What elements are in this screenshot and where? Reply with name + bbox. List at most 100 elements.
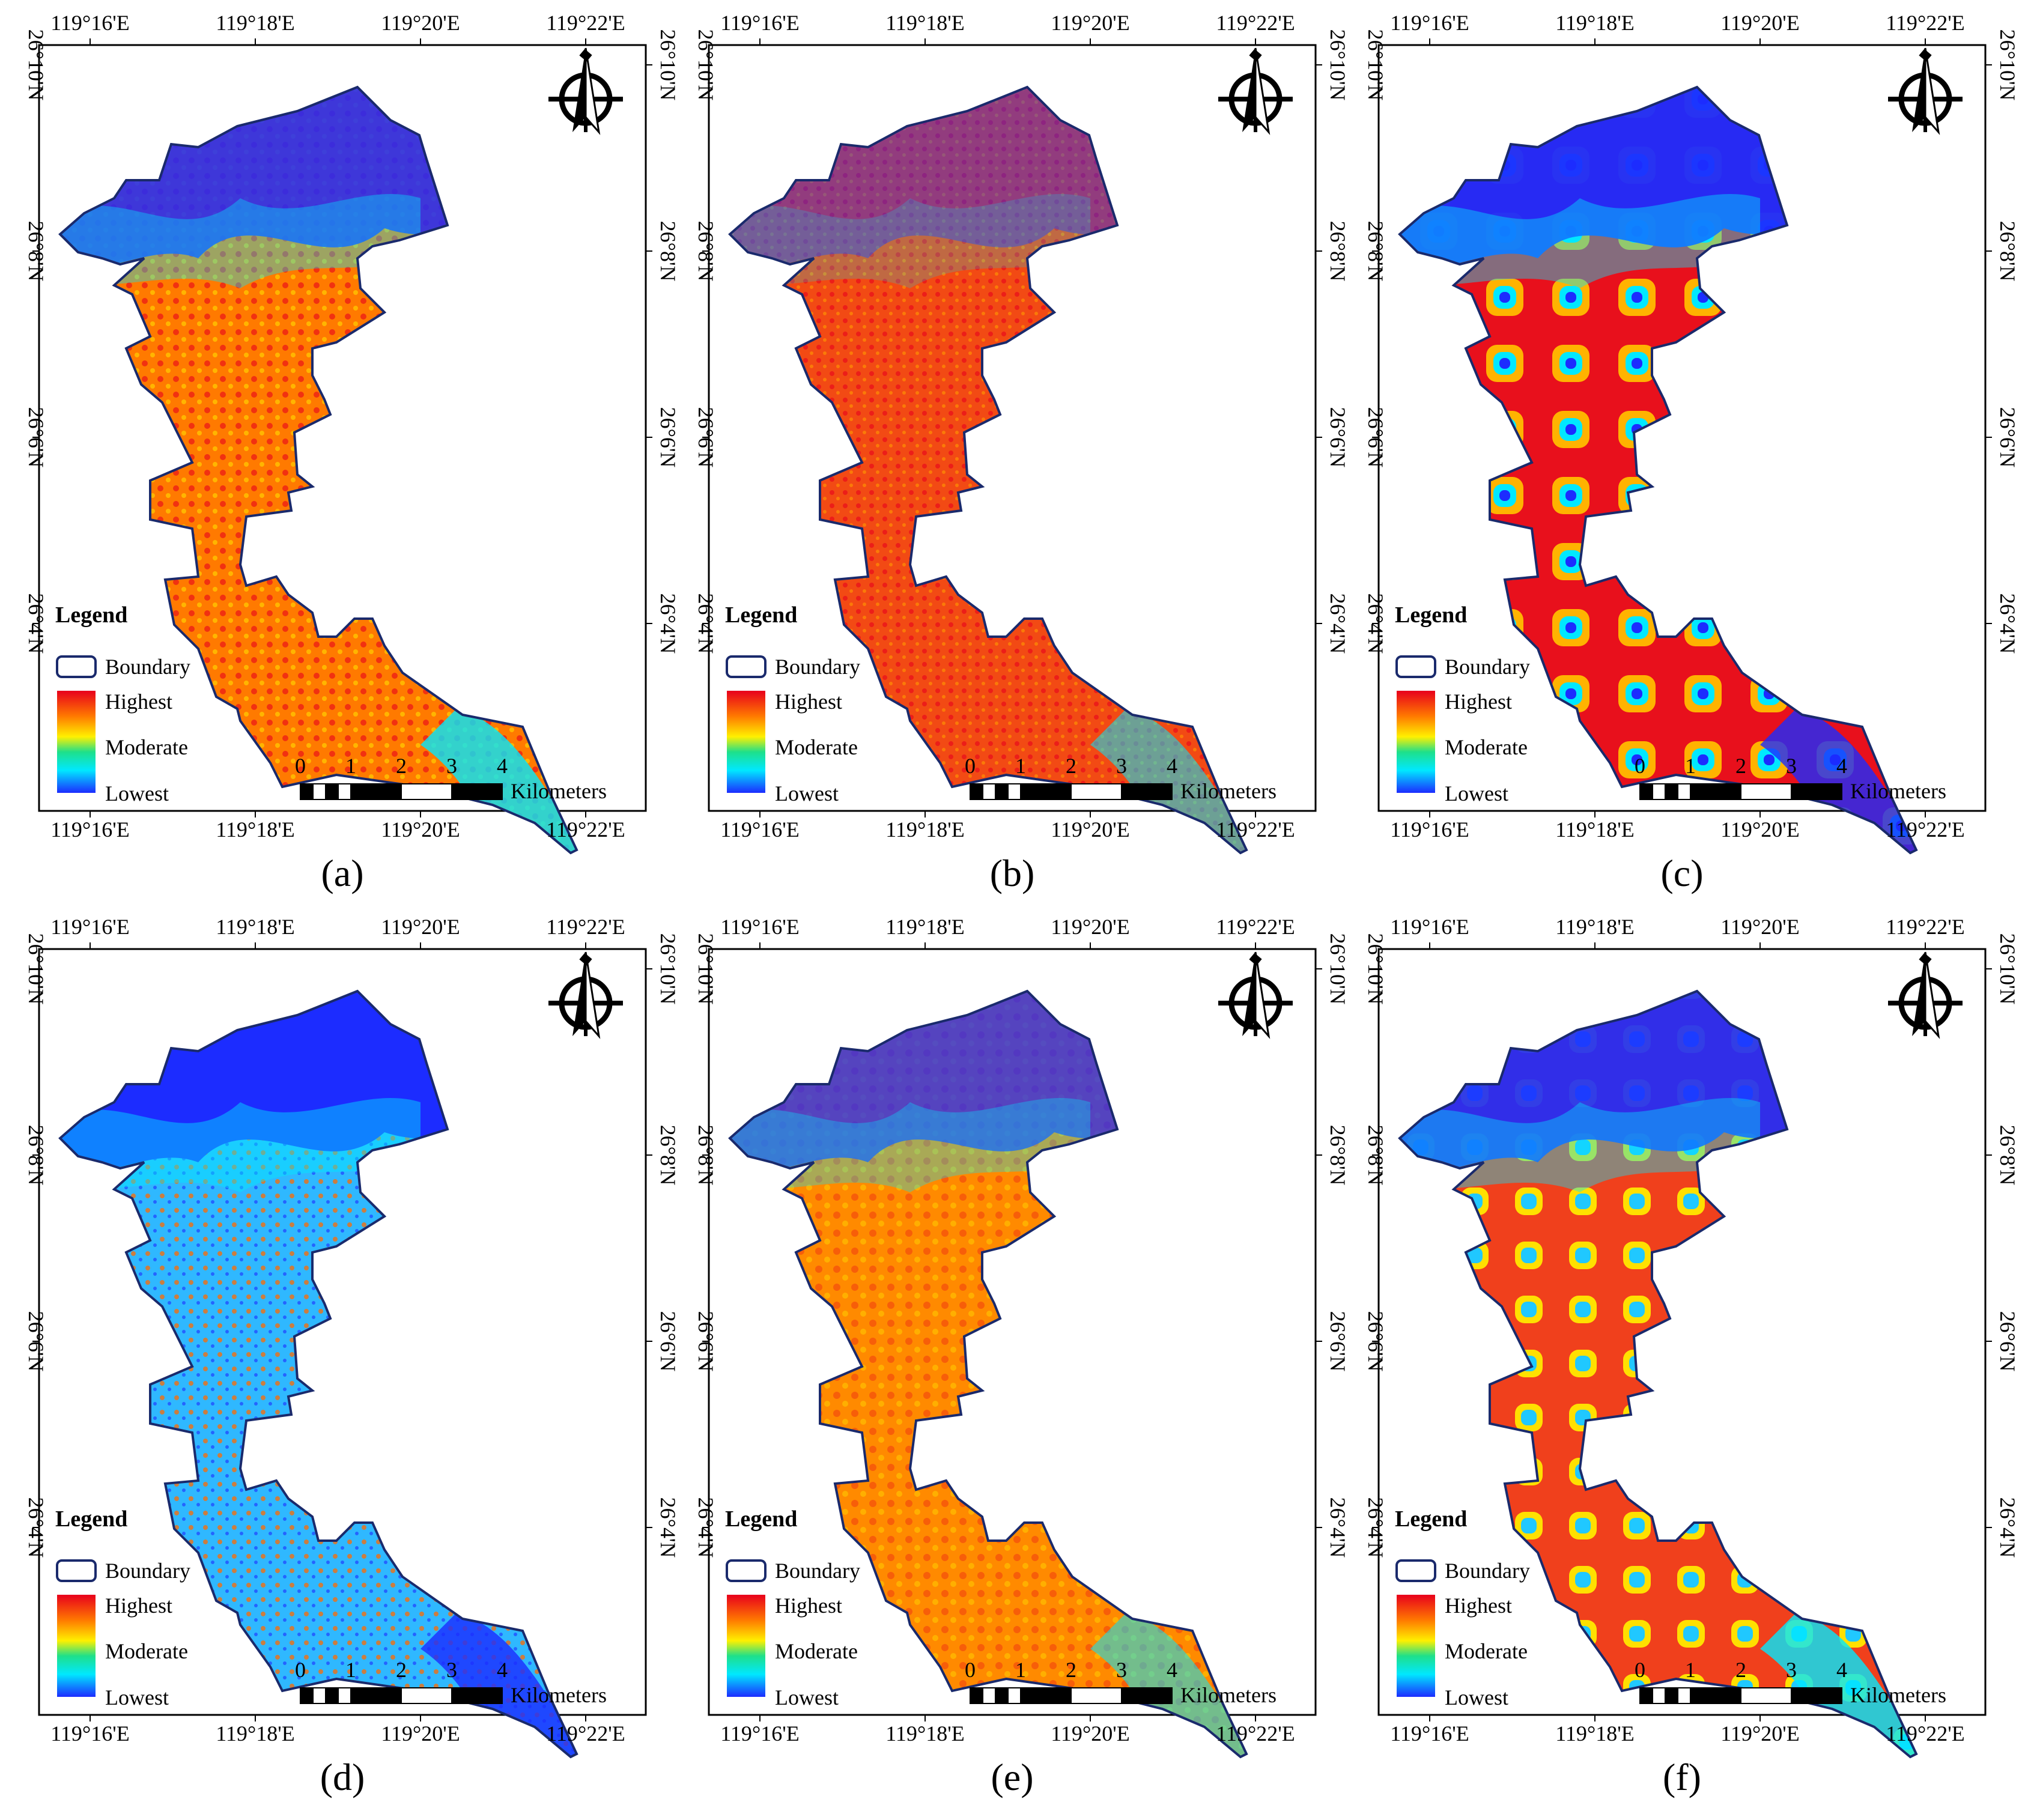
- lon-label-bottom: 119°16'E: [50, 817, 130, 842]
- lat-label-left: 26°6'N: [24, 1311, 48, 1372]
- legend-lowest-label: Lowest: [1445, 1685, 1508, 1709]
- legend-lowest-label: Lowest: [105, 781, 169, 805]
- scale-bar-tick-label: 3: [1786, 754, 1797, 778]
- scale-bar-segment: [1652, 783, 1666, 800]
- scale-bar-segment: [1639, 783, 1653, 800]
- scale-bar-segment: [1121, 1687, 1173, 1704]
- scale-bar-segment: [1740, 1687, 1792, 1704]
- lon-label-bottom: 119°22'E: [1886, 1721, 1965, 1746]
- legend-title: Legend: [1395, 1506, 1467, 1532]
- legend-highest-label: Highest: [1445, 690, 1512, 714]
- lon-label-top: 119°22'E: [1886, 915, 1965, 939]
- lat-label-right: 26°8'N: [1326, 221, 1350, 282]
- legend-title: Legend: [725, 1506, 797, 1532]
- southeast-zone: [420, 1613, 577, 1757]
- lat-label-left: 26°8'N: [1364, 1125, 1388, 1186]
- lon-label-bottom: 119°20'E: [1720, 1721, 1800, 1746]
- legend-boundary-swatch: [1395, 1559, 1436, 1582]
- scale-bar-segment: [350, 1687, 402, 1704]
- lat-label-left: 26°10'N: [24, 933, 48, 1005]
- lon-label-top: 119°20'E: [1051, 11, 1130, 35]
- southeast-zone: [1760, 1613, 1916, 1757]
- lon-label-bottom: 119°18'E: [216, 817, 295, 842]
- scale-bar-segment: [1639, 1687, 1653, 1704]
- north-arrow-n: [1919, 953, 1932, 966]
- north-arrow-needle-light: [1254, 47, 1271, 135]
- north-arrow-icon: [1218, 951, 1293, 1039]
- scale-bar-tick-label: 3: [1116, 1658, 1127, 1682]
- panel-label: (f): [1663, 1756, 1701, 1798]
- lat-label-right: 26°6'N: [1326, 1311, 1350, 1372]
- scale-bar-tick-label: 0: [1635, 754, 1645, 778]
- map-panel: 119°16'E 119°16'E 119°18'E 119°18'E 119°20'E…: [694, 915, 1350, 1798]
- lat-label-right: 26°8'N: [1996, 221, 2020, 282]
- lon-label-bottom: 119°16'E: [1390, 1721, 1469, 1746]
- lon-label-top: 119°20'E: [1720, 915, 1800, 939]
- scale-bar-segment: [995, 1687, 1009, 1704]
- scale-bar-tick-label: 0: [1635, 1658, 1645, 1682]
- legend-boundary-swatch: [726, 1559, 767, 1582]
- scale-bar-segment: [401, 1687, 452, 1704]
- lat-label-right: 26°6'N: [656, 407, 680, 468]
- lat-label-right: 26°10'N: [656, 29, 680, 101]
- scale-bar-segment: [1740, 783, 1792, 800]
- lat-label-right: 26°4'N: [1326, 593, 1350, 654]
- lat-label-right: 26°10'N: [656, 933, 680, 1005]
- scale-bar-tick-label: 1: [1015, 754, 1026, 778]
- scale-bar-segment: [312, 783, 326, 800]
- legend-moderate-label: Moderate: [105, 735, 188, 759]
- scale-bar-tick-label: 3: [446, 1658, 457, 1682]
- scale-bar-segment: [1665, 783, 1678, 800]
- lon-label-bottom: 119°18'E: [885, 1721, 965, 1746]
- lon-label-top: 119°22'E: [546, 11, 625, 35]
- lon-label-top: 119°16'E: [720, 915, 800, 939]
- lon-label-top: 119°22'E: [1216, 915, 1295, 939]
- legend-moderate-label: Moderate: [775, 735, 858, 759]
- southeast-zone: [1090, 709, 1246, 853]
- lon-label-bottom: 119°16'E: [1390, 817, 1469, 842]
- legend-boundary-swatch: [1395, 655, 1436, 678]
- legend: Legend Boundary Highest Moderate Lowest: [1395, 1506, 1530, 1709]
- lon-label-top: 119°18'E: [1555, 915, 1635, 939]
- legend-title: Legend: [1395, 602, 1467, 628]
- legend-boundary-label: Boundary: [775, 1559, 860, 1583]
- legend: Legend Boundary Highest Moderate Lowest: [725, 602, 860, 805]
- lon-label-top: 119°22'E: [1216, 11, 1295, 35]
- lon-label-bottom: 119°18'E: [1555, 817, 1635, 842]
- lat-label-right: 26°6'N: [1996, 1311, 2020, 1372]
- scale-bar-tick-label: 4: [497, 754, 508, 778]
- legend-color-ramp: [57, 691, 96, 793]
- scale-bar-tick-label: 4: [497, 1658, 508, 1682]
- lat-label-left: 26°4'N: [694, 1497, 718, 1558]
- lat-label-left: 26°10'N: [1364, 29, 1388, 101]
- lat-label-left: 26°10'N: [694, 29, 718, 101]
- lat-label-right: 26°6'N: [656, 1311, 680, 1372]
- lat-label-left: 26°4'N: [24, 593, 48, 654]
- north-arrow-icon: [1888, 951, 1963, 1039]
- transition-zone: [1400, 194, 1760, 288]
- lon-label-bottom: 119°20'E: [381, 817, 460, 842]
- north-arrow-icon: [1218, 47, 1293, 135]
- lon-label-bottom: 119°20'E: [381, 1721, 460, 1746]
- transition-zone: [60, 194, 420, 288]
- map-panel: 119°16'E 119°16'E 119°18'E 119°18'E 119°20'E…: [24, 915, 680, 1798]
- southeast-zone: [420, 709, 577, 853]
- lon-label-bottom: 119°18'E: [216, 1721, 295, 1746]
- north-arrow-n: [1919, 49, 1932, 62]
- scale-bar-segment: [1020, 783, 1072, 800]
- scale-bar-segment: [982, 1687, 996, 1704]
- scale-bar-tick-label: 2: [396, 754, 407, 778]
- map-frame: [1377, 44, 1987, 812]
- lon-label-top: 119°16'E: [1390, 915, 1469, 939]
- legend: Legend Boundary Highest Moderate Lowest: [55, 602, 190, 805]
- north-arrow-n: [1249, 49, 1262, 62]
- lat-label-right: 26°8'N: [1996, 1125, 2020, 1186]
- lon-label-top: 119°16'E: [720, 11, 800, 35]
- scale-bar-segment: [970, 783, 983, 800]
- scale-bar-tick-label: 0: [965, 754, 976, 778]
- lat-label-left: 26°10'N: [24, 29, 48, 101]
- lon-label-bottom: 119°16'E: [720, 817, 800, 842]
